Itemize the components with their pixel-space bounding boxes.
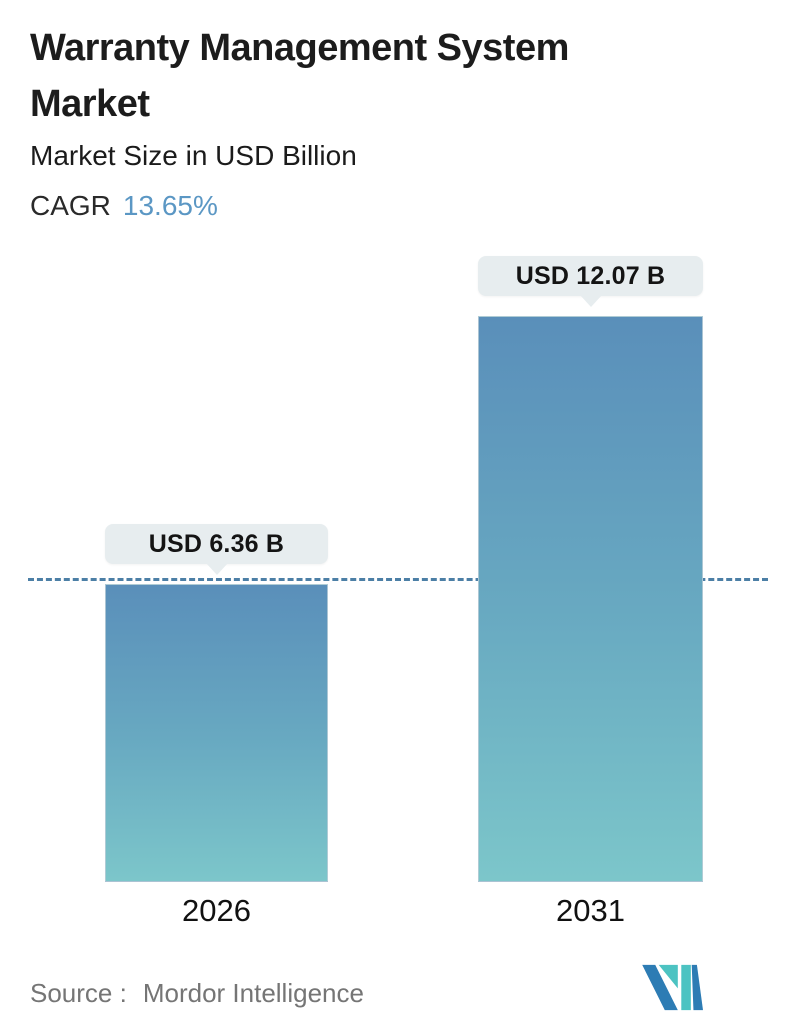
value-tooltip-2026: USD 6.36 B [105, 524, 328, 564]
bar-2031 [478, 316, 703, 882]
axis-label-2031: 2031 [556, 893, 625, 928]
bar-2026 [105, 584, 328, 882]
reference-dashed-line [28, 577, 768, 581]
chart-subtitle: Market Size in USD Billion [30, 140, 357, 171]
source-value: Mordor Intelligence [142, 978, 364, 1008]
cagr-value: 13.65% [122, 190, 218, 221]
bar-group-2026: USD 6.36 B 2026 [105, 0, 328, 1034]
mordor-intelligence-logo-icon [642, 964, 703, 1011]
source-label: Source : [30, 978, 127, 1008]
source-attribution: Source : Mordor Intelligence [30, 978, 364, 1009]
chart-title: Warranty Management System Market [30, 27, 569, 125]
cagr-row: CAGR 13.65% [30, 190, 218, 222]
axis-label-2026: 2026 [182, 893, 251, 928]
value-tooltip-2031: USD 12.07 B [478, 256, 703, 296]
cagr-label: CAGR [30, 190, 111, 221]
bar-group-2031: USD 12.07 B 2031 [478, 0, 703, 1034]
